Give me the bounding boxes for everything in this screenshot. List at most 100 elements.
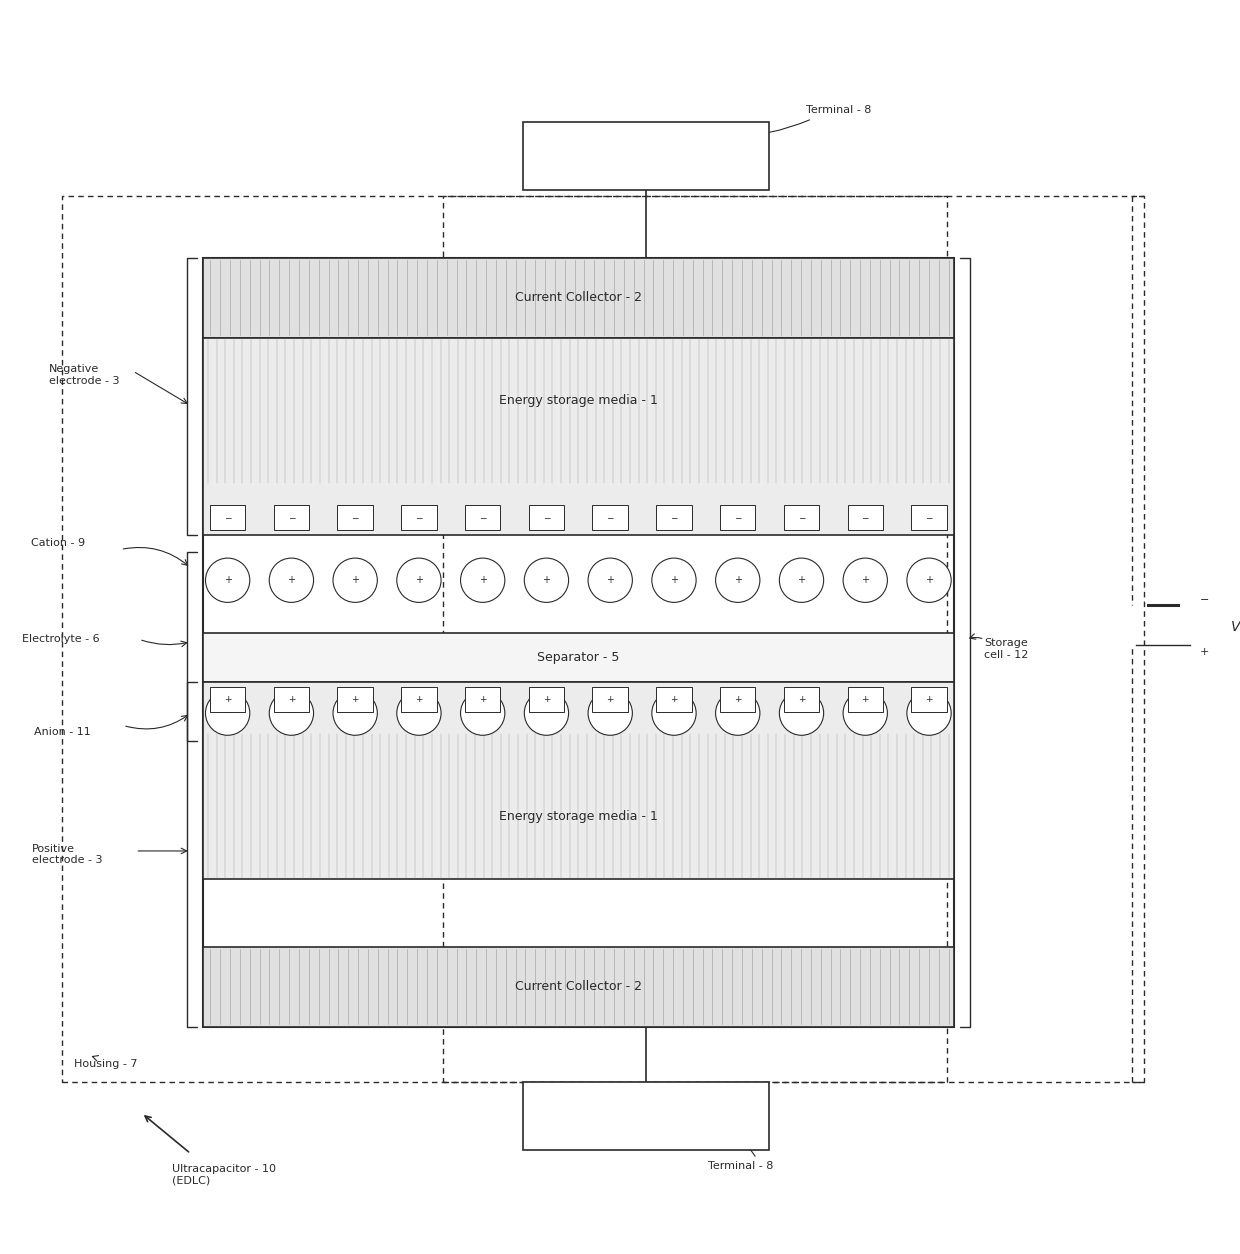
Text: +: + [288,695,295,703]
Text: −: − [734,709,742,719]
Text: Energy storage media - 1: Energy storage media - 1 [498,810,657,823]
Text: −: − [351,709,360,719]
Bar [523,123,769,191]
Text: −: − [351,513,358,522]
Text: +: + [479,576,486,586]
Text: −: − [671,513,678,522]
Text: +: + [415,576,423,586]
Text: Cation - 9: Cation - 9 [31,538,84,548]
Circle shape [525,691,569,735]
Text: Current Collector - 2: Current Collector - 2 [515,981,642,993]
Text: +: + [862,695,869,703]
Circle shape [906,691,951,735]
FancyBboxPatch shape [337,687,373,712]
Text: +: + [351,695,358,703]
Text: Terminal - 8: Terminal - 8 [708,1161,773,1171]
Text: +: + [797,695,805,703]
Text: +: + [734,695,742,703]
Text: Ultracapacitor - 10
(EDLC): Ultracapacitor - 10 (EDLC) [172,1164,277,1185]
Text: Positive
electrode - 3: Positive electrode - 3 [32,844,103,865]
Text: +: + [288,576,295,586]
Circle shape [843,558,888,602]
Circle shape [334,558,377,602]
Circle shape [269,558,314,602]
Text: −: − [288,709,295,719]
Circle shape [460,558,505,602]
FancyBboxPatch shape [402,505,436,529]
FancyBboxPatch shape [274,505,309,529]
Text: −: − [288,513,295,522]
Circle shape [906,558,951,602]
FancyBboxPatch shape [337,505,373,529]
Text: Housing - 7: Housing - 7 [74,1058,138,1068]
FancyBboxPatch shape [465,505,501,529]
Bar [443,197,1145,1082]
Text: −: − [223,709,232,719]
Text: +: + [543,695,551,703]
Circle shape [269,691,314,735]
Bar [203,258,954,1027]
Text: −: − [925,513,932,522]
Text: +: + [797,576,806,586]
Circle shape [843,691,888,735]
Text: V: V [1230,619,1240,635]
FancyBboxPatch shape [465,687,501,712]
Text: −: − [797,709,806,719]
FancyBboxPatch shape [848,687,883,712]
Circle shape [525,558,569,602]
Text: +: + [606,576,614,586]
Circle shape [588,691,632,735]
FancyBboxPatch shape [593,505,627,529]
FancyBboxPatch shape [911,505,947,529]
Text: Terminal - 8: Terminal - 8 [806,105,872,115]
Text: Separator - 5: Separator - 5 [537,651,620,665]
Text: +: + [351,576,360,586]
Text: +: + [1200,647,1209,657]
FancyBboxPatch shape [528,687,564,712]
FancyBboxPatch shape [720,505,755,529]
Circle shape [652,558,696,602]
Text: Current Collector - 2: Current Collector - 2 [515,291,642,305]
Text: −: − [925,709,932,719]
FancyBboxPatch shape [784,687,820,712]
Text: +: + [734,576,742,586]
Text: +: + [925,576,932,586]
Bar [203,258,954,337]
Bar [203,682,954,879]
Text: +: + [670,576,678,586]
Text: +: + [415,695,423,703]
Text: +: + [224,695,232,703]
Bar [62,197,947,1082]
FancyBboxPatch shape [593,687,627,712]
Text: −: − [734,513,742,522]
Circle shape [460,691,505,735]
Circle shape [334,691,377,735]
Text: −: − [1200,594,1209,604]
Text: −: − [606,513,614,522]
Circle shape [397,691,441,735]
Circle shape [206,558,249,602]
Text: −: − [542,709,551,719]
FancyBboxPatch shape [528,505,564,529]
Text: −: − [479,709,487,719]
Text: Anion - 11: Anion - 11 [35,726,92,736]
Circle shape [397,558,441,602]
FancyBboxPatch shape [210,687,246,712]
Text: +: + [223,576,232,586]
FancyBboxPatch shape [656,505,692,529]
Text: −: − [862,709,869,719]
FancyBboxPatch shape [911,687,947,712]
Bar [203,947,954,1027]
Text: Electrolyte - 6: Electrolyte - 6 [22,635,99,645]
Text: +: + [671,695,678,703]
Bar [203,337,954,534]
Text: −: − [479,513,486,522]
FancyBboxPatch shape [210,505,246,529]
Text: −: − [415,513,423,522]
Bar [523,1082,769,1150]
Text: Negative
electrode - 3: Negative electrode - 3 [50,364,120,385]
Circle shape [715,691,760,735]
Text: −: − [670,709,678,719]
Text: −: − [415,709,423,719]
Text: +: + [862,576,869,586]
